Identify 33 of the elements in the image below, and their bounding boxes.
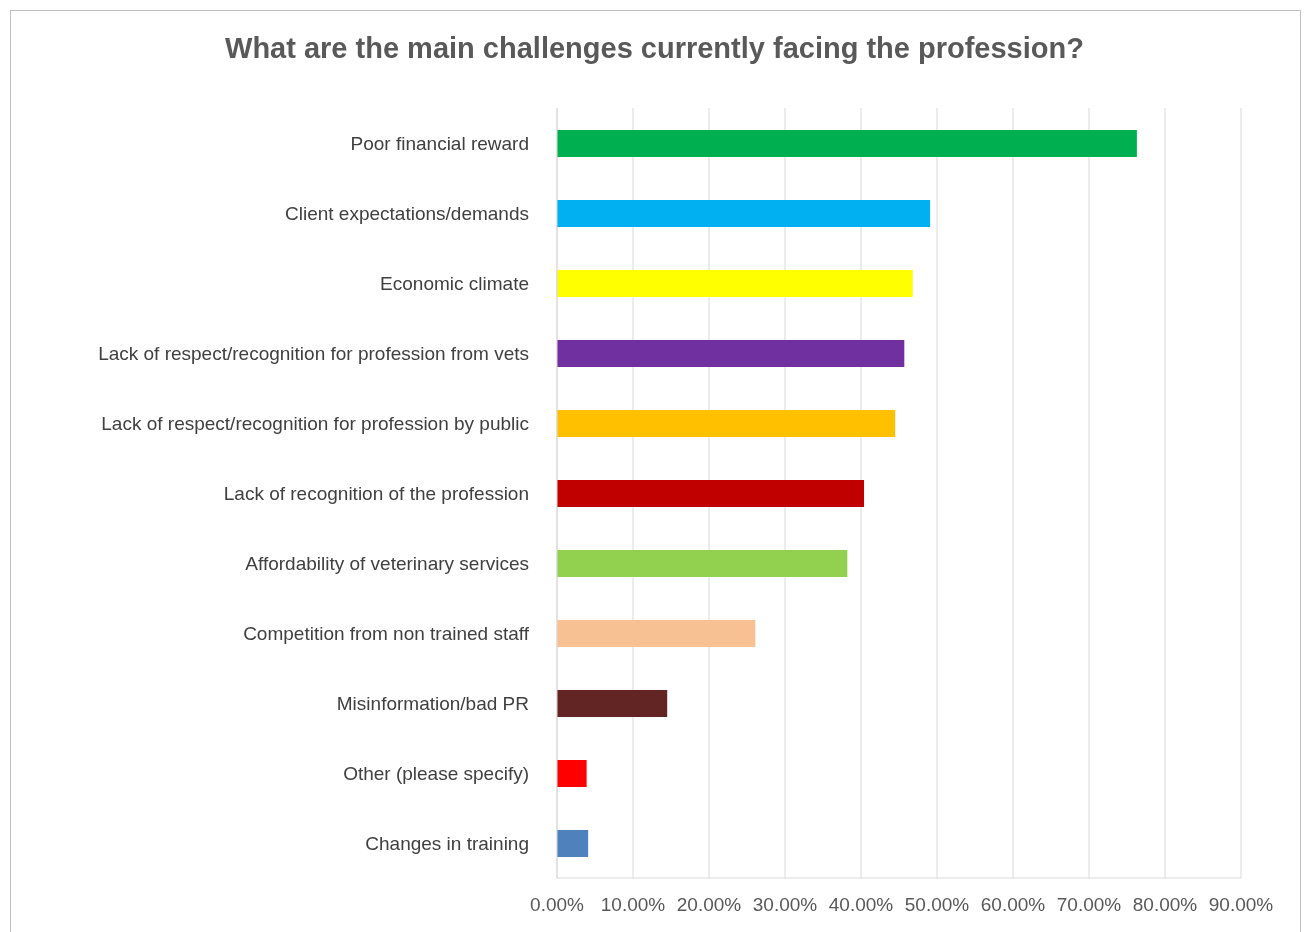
chart-title: What are the main challenges currently facing the profession? bbox=[224, 32, 1085, 65]
bar bbox=[557, 270, 913, 297]
y-tick-label: Other (please specify) bbox=[343, 762, 529, 784]
x-tick-label: 0.00% bbox=[530, 894, 585, 916]
y-tick-label: Economic climate bbox=[380, 272, 529, 294]
y-tick-label: Affordability of veterinary services bbox=[245, 552, 529, 574]
x-tick-label: 30.00% bbox=[752, 894, 818, 916]
bar bbox=[557, 480, 865, 507]
y-tick-label: Changes in training bbox=[365, 832, 529, 854]
y-tick-label: Misinformation/bad PR bbox=[336, 692, 529, 714]
y-tick-label: Lack of respect/recognition for profession by public bbox=[101, 412, 529, 434]
bar bbox=[557, 760, 587, 787]
bar bbox=[557, 200, 931, 227]
x-tick-label: 80.00% bbox=[1132, 894, 1198, 916]
x-tick-label: 50.00% bbox=[904, 894, 970, 916]
x-tick-label: 20.00% bbox=[676, 894, 742, 916]
bar bbox=[557, 340, 905, 367]
bar bbox=[557, 690, 668, 717]
bar bbox=[557, 410, 896, 437]
y-tick-label: Poor financial reward bbox=[350, 132, 529, 154]
bar bbox=[557, 130, 1137, 157]
y-tick-label: Competition from non trained staff bbox=[243, 622, 530, 644]
bar bbox=[557, 550, 848, 577]
y-tick-label: Lack of respect/recognition for profession from vets bbox=[98, 342, 529, 364]
x-tick-label: 10.00% bbox=[600, 894, 666, 916]
x-tick-label: 40.00% bbox=[828, 894, 894, 916]
y-tick-label: Client expectations/demands bbox=[285, 202, 529, 224]
x-tick-label: 90.00% bbox=[1208, 894, 1274, 916]
x-tick-label: 60.00% bbox=[980, 894, 1046, 916]
x-tick-label: 70.00% bbox=[1056, 894, 1122, 916]
bar bbox=[557, 620, 756, 647]
bar bbox=[557, 830, 589, 857]
y-tick-label: Lack of recognition of the profession bbox=[223, 482, 529, 504]
